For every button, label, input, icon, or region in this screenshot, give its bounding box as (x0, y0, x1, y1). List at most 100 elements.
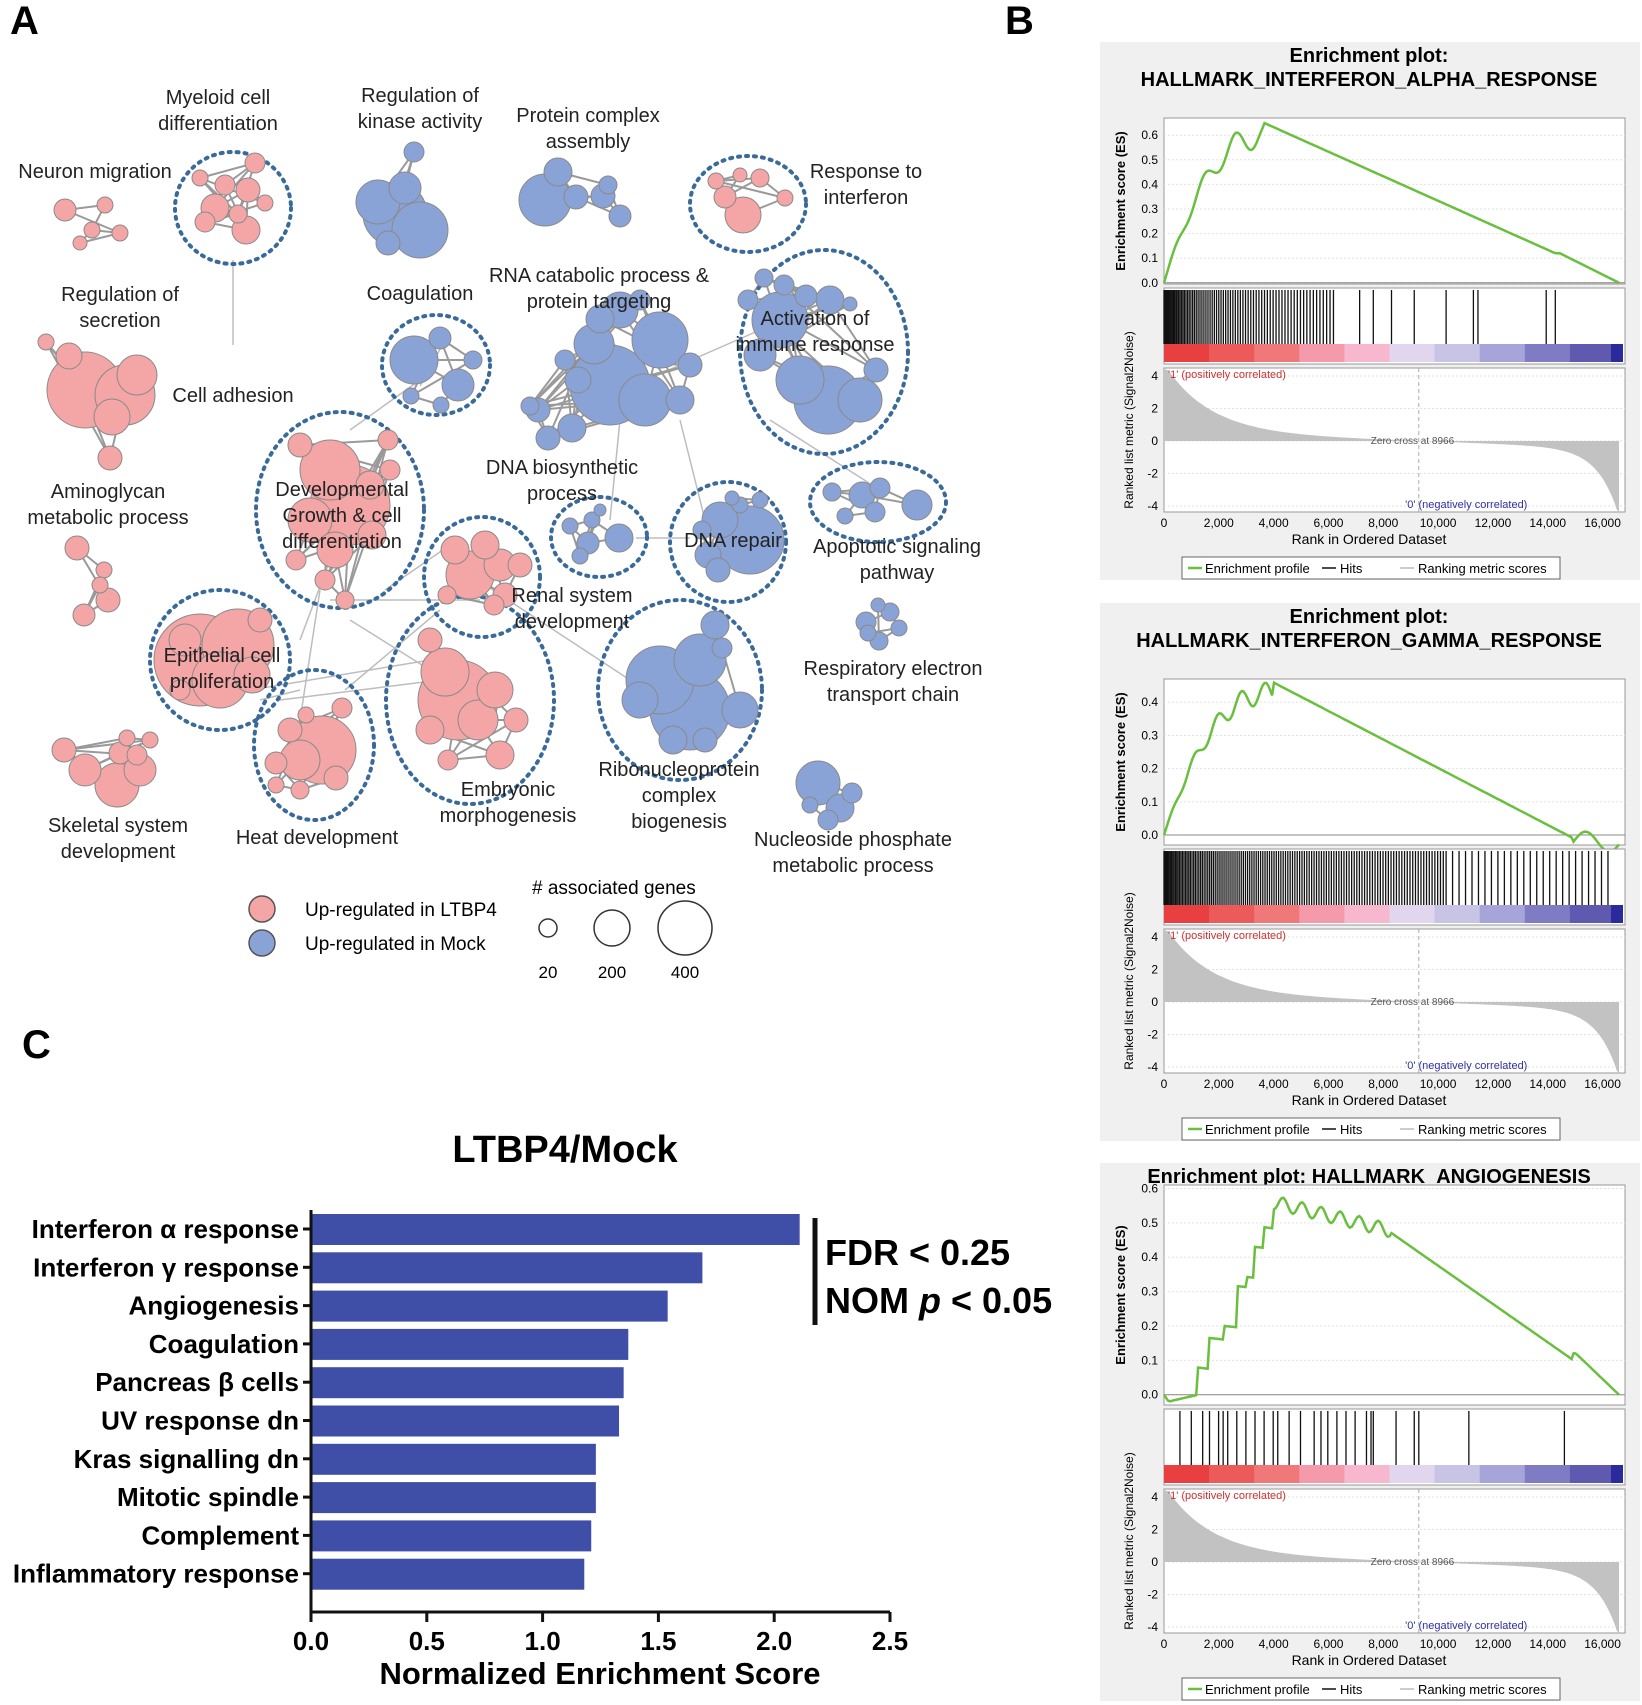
x-tick-label: 0 (1161, 1637, 1168, 1651)
category-label: UV response dn (101, 1406, 299, 1436)
network-node (705, 557, 731, 583)
network-node (441, 368, 475, 402)
network-node (389, 335, 439, 385)
network-node (817, 809, 839, 831)
network-node (571, 547, 589, 565)
enrichment-profile-line (1162, 680, 1620, 853)
cluster-label: Ribonucleoprotein complex biogenesis (598, 759, 759, 833)
gsea-legend-box (1181, 1677, 1561, 1701)
x-tick-label: 0 (1161, 516, 1168, 530)
correlation-color-bar (1254, 344, 1301, 362)
correlation-color-bar (1389, 344, 1436, 362)
network-node (235, 177, 261, 203)
network-node (415, 715, 445, 745)
network-node (91, 576, 109, 594)
x-tick-label: 14,000 (1529, 516, 1566, 530)
cluster-label: Myeloid cell differentiation (158, 87, 278, 135)
cluster-ring (808, 460, 948, 544)
cluster-ring (668, 480, 788, 604)
rank-tick-label: -4 (1147, 499, 1158, 513)
network-node (737, 289, 759, 311)
network-node (721, 691, 759, 729)
bar (311, 1405, 620, 1437)
bar (311, 1214, 800, 1245)
legend-size-title: # associated genes (532, 878, 696, 899)
correlation-color-bar-end (1611, 905, 1623, 923)
panel-label-b: B (1005, 0, 1034, 43)
gsea-plot-3: Enrichment plot: HALLMARK_ANGIOGENESIS0.… (1100, 1163, 1640, 1701)
zero-cross-label: Zero cross at 8966 (1371, 1557, 1455, 1568)
cluster-ring (738, 248, 910, 456)
network-node (665, 385, 695, 415)
category-label: Kras signalling dn (74, 1444, 299, 1474)
correlation-color-bar (1479, 905, 1526, 923)
network-node (355, 470, 385, 500)
category-label: Inflammatory response (13, 1559, 299, 1589)
gsea-title: Enrichment plot: HALLMARK_INTERFERON_GAMM… (1136, 606, 1602, 652)
es-tick-label: 0.4 (1141, 1250, 1158, 1264)
ranking-metric-area (1164, 369, 1619, 513)
rank-tick-label: 2 (1151, 1523, 1158, 1537)
category-label: Mitotic spindle (117, 1482, 299, 1512)
network-node (561, 517, 579, 535)
network-node (707, 172, 725, 190)
network-node (629, 289, 651, 311)
network-node (700, 610, 730, 640)
x-tick-label: 10,000 (1420, 1637, 1457, 1651)
x-tick-label: 16,000 (1584, 1077, 1621, 1091)
ranking-metric-area (1164, 1490, 1619, 1634)
correlation-color-bar (1209, 905, 1256, 923)
rank-ylabel: Ranked list metric (Signal2Noise) (1122, 892, 1136, 1069)
network-node (37, 333, 55, 351)
rank-tick-label: -4 (1147, 1620, 1158, 1634)
network-node (432, 396, 450, 414)
cluster-ring (252, 668, 376, 822)
gsea-legend-box (1181, 1117, 1561, 1141)
legend-mock-swatch (248, 929, 276, 957)
rank-tick-label: -2 (1147, 1028, 1158, 1042)
network-node (118, 729, 136, 747)
es-tick-label: 0.2 (1141, 227, 1158, 241)
legend-hits-label: Hits (1340, 1682, 1363, 1697)
category-label: Interferon γ response (33, 1252, 299, 1282)
cluster-label: Neuron migration (18, 161, 171, 183)
x-tick-label: 16,000 (1584, 1637, 1621, 1651)
network-node (323, 765, 349, 791)
legend-size-200: 200 (598, 963, 626, 982)
es-tick-label: 0.5 (1141, 153, 1158, 167)
bar (311, 1558, 585, 1590)
cluster-label: DNA repair (684, 530, 782, 552)
rank-tick-label: 4 (1151, 369, 1158, 383)
rank-tick-label: 0 (1151, 995, 1158, 1009)
negative-correlated-label: '0' (negatively correlated) (1405, 499, 1527, 511)
network-edge (344, 609, 441, 691)
cluster-label: Respiratory electron transport chain (804, 658, 983, 706)
rank-ylabel: Ranked list metric (Signal2Noise) (1122, 1452, 1136, 1629)
network-node (801, 796, 819, 814)
cluster-label: Nucleoside phosphate metabolic process (754, 829, 952, 877)
network-node (116, 354, 158, 396)
cluster-ring (596, 598, 764, 782)
network-edge (299, 589, 321, 721)
network-edge (259, 689, 301, 701)
legend-rank-label: Ranking metric scores (1418, 561, 1547, 576)
rank-tick-label: 4 (1151, 930, 1158, 944)
x-tick-label: 12,000 (1475, 1077, 1512, 1091)
network-node (297, 706, 315, 724)
legend-size-large (657, 900, 713, 956)
x-tick-label: 8,000 (1368, 516, 1398, 530)
network-node (391, 201, 449, 259)
network-node (618, 373, 672, 427)
network-node (743, 338, 777, 372)
x-tick-label: 4,000 (1259, 516, 1289, 530)
es-plot-area (1163, 1184, 1626, 1406)
network-node (228, 204, 248, 224)
network-node (299, 439, 361, 501)
network-node (277, 717, 303, 743)
network-node (417, 627, 443, 653)
es-tick-label: 0.1 (1141, 795, 1158, 809)
cluster-label: Apoptotic signaling pathway (813, 536, 981, 584)
network-node (751, 491, 769, 509)
network-node (141, 731, 159, 749)
